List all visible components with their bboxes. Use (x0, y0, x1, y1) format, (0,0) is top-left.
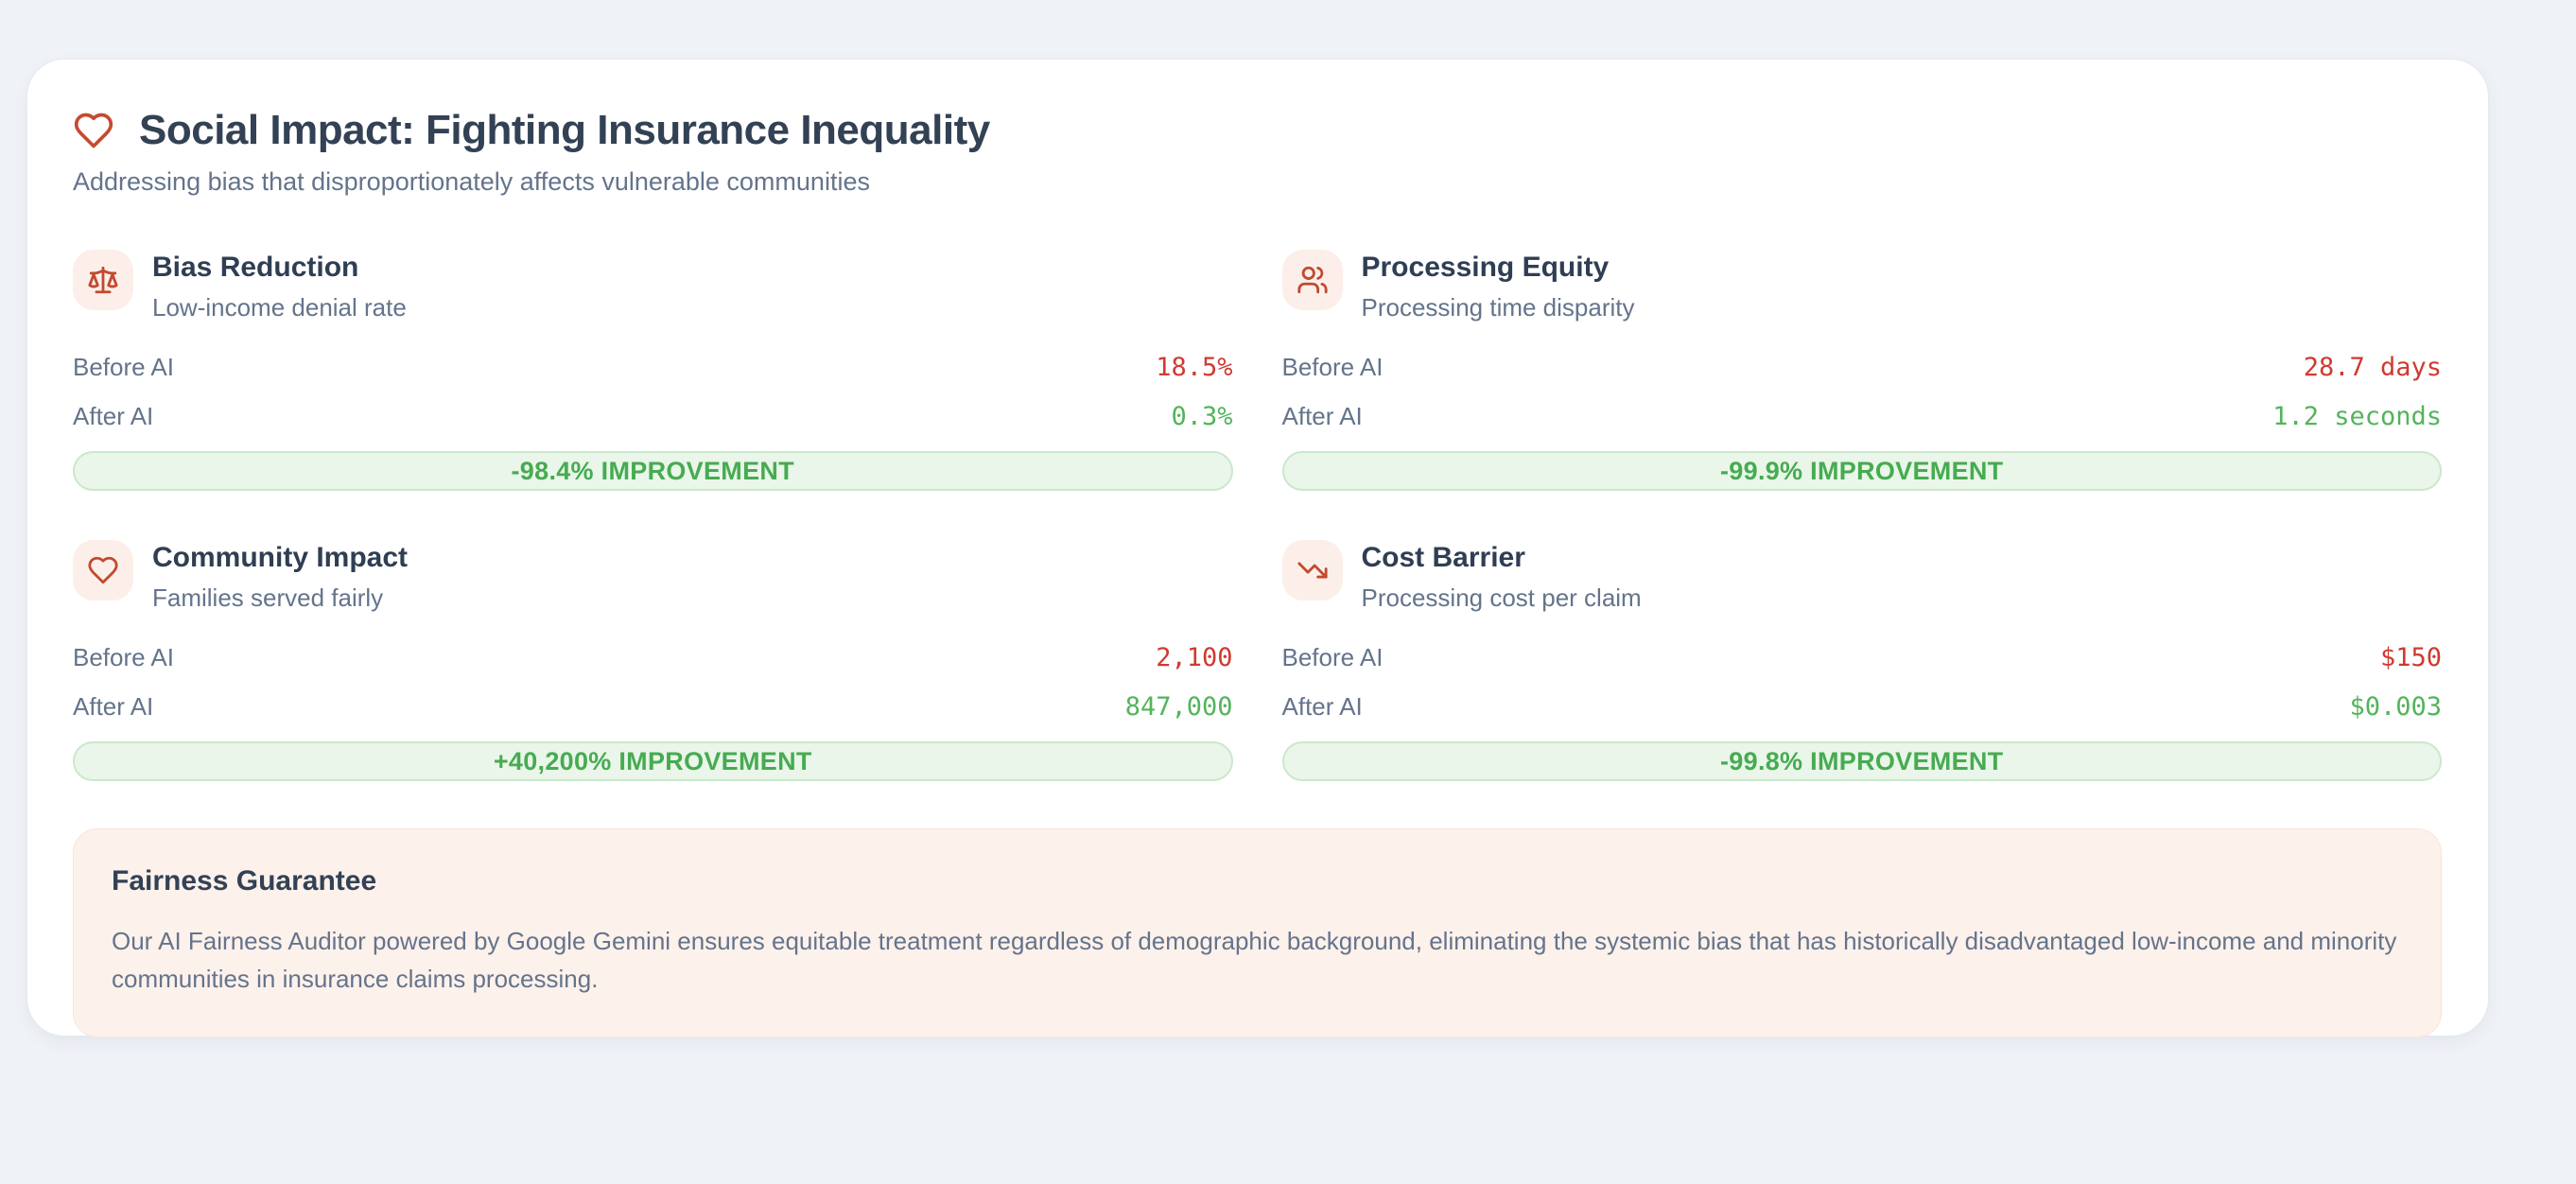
after-row: After AI 847,000 (73, 692, 1233, 722)
metric-subtitle: Processing time disparity (1361, 293, 1635, 322)
after-value: $0.003 (2349, 692, 2442, 722)
metric-rows: Before AI $150 After AI $0.003 (1282, 643, 2443, 722)
metric-cost-barrier: Cost Barrier Processing cost per claim B… (1281, 540, 2443, 781)
before-row: Before AI $150 (1282, 643, 2443, 672)
before-label: Before AI (73, 643, 174, 671)
metric-rows: Before AI 18.5% After AI 0.3% (73, 353, 1233, 431)
after-value: 847,000 (1124, 692, 1233, 722)
before-row: Before AI 2,100 (73, 643, 1233, 672)
page-header: Social Impact: Fighting Insurance Inequa… (73, 107, 2442, 154)
metric-subtitle: Low-income denial rate (152, 293, 407, 322)
after-value: 0.3% (1171, 402, 1233, 431)
after-label: After AI (73, 692, 154, 721)
before-value: 28.7 days (2303, 353, 2442, 382)
users-icon (1281, 250, 1343, 310)
improvement-badge: +40,200% IMPROVEMENT (73, 741, 1233, 781)
fairness-guarantee-box: Fairness Guarantee Our AI Fairness Audit… (73, 828, 2442, 1037)
page-title: Social Impact: Fighting Insurance Inequa… (139, 107, 990, 153)
metric-title: Cost Barrier (1361, 542, 1525, 573)
metric-titles: Processing Equity Processing time dispar… (1362, 250, 1635, 322)
metric-header: Community Impact Families served fairly (73, 540, 1233, 613)
heart-icon (73, 540, 133, 601)
before-label: Before AI (1281, 643, 1384, 671)
heart-icon (73, 110, 114, 151)
after-row: After AI $0.003 (1282, 692, 2443, 722)
metric-rows: Before AI 28.7 days After AI 1.2 seconds (1282, 353, 2443, 431)
metric-title: Bias Reduction (152, 252, 359, 283)
before-value: 18.5% (1156, 353, 1233, 382)
scale-icon (73, 250, 133, 310)
after-row: After AI 0.3% (73, 402, 1233, 431)
metric-titles: Cost Barrier Processing cost per claim (1362, 540, 1642, 613)
improvement-badge: -98.4% IMPROVEMENT (73, 451, 1233, 491)
improvement-badge: -99.9% IMPROVEMENT (1281, 451, 2442, 491)
metric-processing-equity: Processing Equity Processing time dispar… (1281, 250, 2443, 491)
metric-title: Community Impact (152, 542, 409, 573)
before-label: Before AI (1281, 353, 1384, 381)
metric-header: Processing Equity Processing time dispar… (1281, 250, 2443, 322)
metric-header: Cost Barrier Processing cost per claim (1281, 540, 2443, 613)
metric-titles: Bias Reduction Low-income denial rate (152, 250, 407, 322)
trending-down-icon (1281, 540, 1343, 601)
metric-subtitle: Families served fairly (152, 583, 384, 612)
metric-subtitle: Processing cost per claim (1361, 583, 1642, 612)
metric-header: Bias Reduction Low-income denial rate (73, 250, 1233, 322)
after-row: After AI 1.2 seconds (1282, 402, 2443, 431)
metrics-grid: Bias Reduction Low-income denial rate Be… (73, 250, 2442, 781)
improvement-badge: -99.8% IMPROVEMENT (1281, 741, 2442, 781)
before-row: Before AI 18.5% (73, 353, 1233, 382)
after-label: After AI (73, 402, 154, 430)
after-value: 1.2 seconds (2272, 402, 2442, 431)
before-label: Before AI (73, 353, 174, 381)
metric-rows: Before AI 2,100 After AI 847,000 (73, 643, 1233, 722)
metric-bias-reduction: Bias Reduction Low-income denial rate Be… (73, 250, 1233, 491)
social-impact-card: Social Impact: Fighting Insurance Inequa… (26, 59, 2489, 1037)
before-value: 2,100 (1156, 643, 1233, 672)
metric-community-impact: Community Impact Families served fairly … (73, 540, 1233, 781)
before-row: Before AI 28.7 days (1282, 353, 2443, 382)
metric-title: Processing Equity (1361, 252, 1610, 283)
metric-titles: Community Impact Families served fairly (152, 540, 408, 613)
page-subtitle: Addressing bias that disproportionately … (73, 167, 870, 196)
fairness-body: Our AI Fairness Auditor powered by Googl… (112, 927, 2397, 994)
fairness-title: Fairness Guarantee (112, 865, 377, 897)
after-label: After AI (1281, 402, 1363, 430)
before-value: $150 (2379, 643, 2442, 672)
after-label: After AI (1281, 692, 1363, 721)
